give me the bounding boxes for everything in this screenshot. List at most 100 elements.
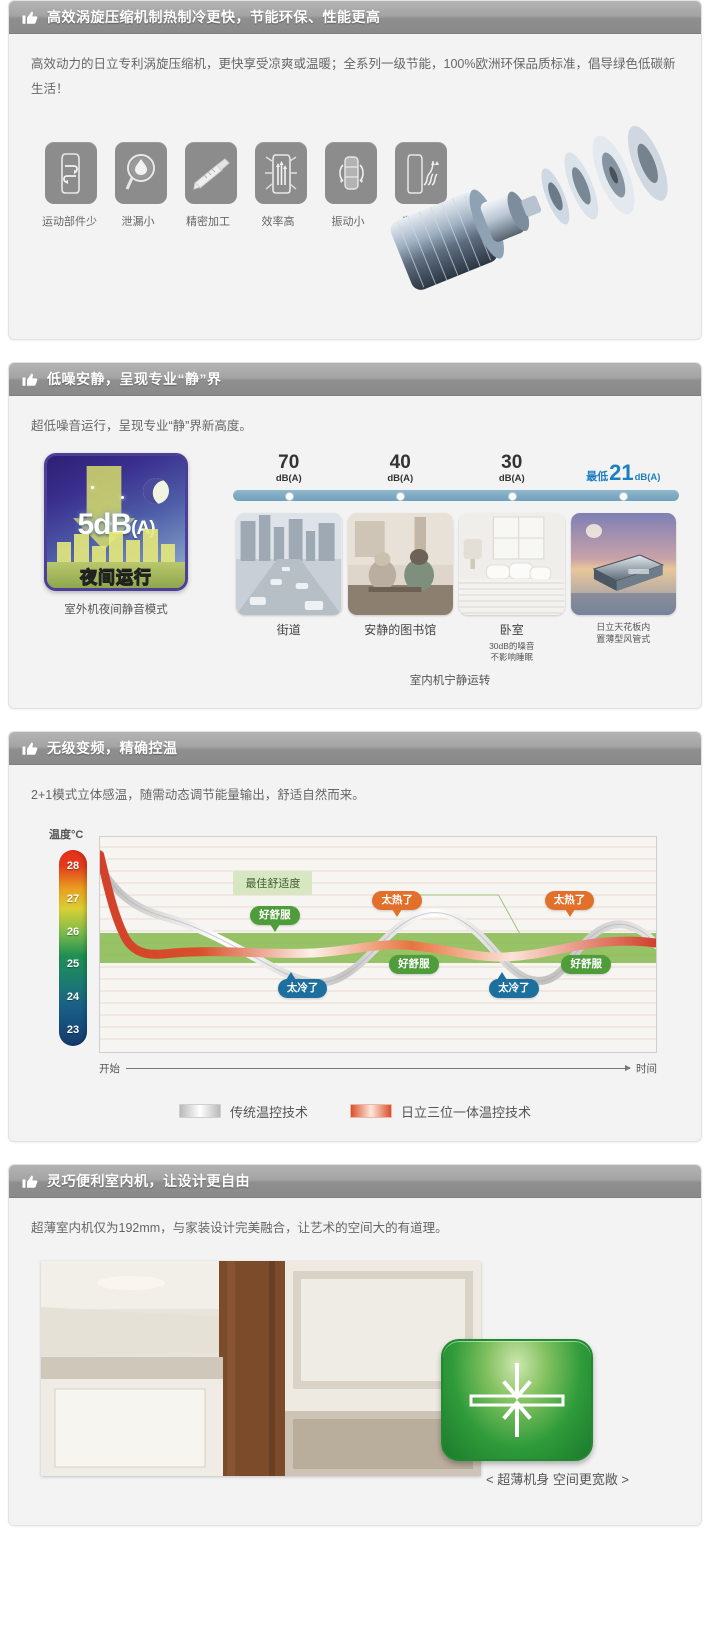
durability-icon <box>407 154 439 194</box>
indoor-noise-block: 70 dB(A) 40 dB(A) 30 dB(A) <box>221 453 679 688</box>
db-column-lowest: 最低 21 dB(A) <box>568 462 680 484</box>
db-value: 30 <box>501 452 523 473</box>
section-lead: 超薄室内机仅为192mm，与家装设计完美融合，让艺术的空间大的有道理。 <box>31 1220 448 1235</box>
section-header: 灵巧便利室内机，让设计更自由 <box>9 1164 701 1198</box>
section-lead: 2+1模式立体感温，随需动态调节能量输出，舒适自然而来。 <box>31 787 365 802</box>
moon-icon <box>138 473 174 509</box>
legend-label: 日立三位一体温控技术 <box>401 1104 532 1120</box>
section-title: 无级变频，精确控温 <box>47 739 178 756</box>
feature-label: 效率高 <box>261 216 295 228</box>
section-title: 高效涡旋压缩机制热制冷更快，节能环保、性能更高 <box>47 9 381 25</box>
scale-marker <box>396 492 406 501</box>
db-unit: dB(A) <box>498 473 525 484</box>
star-icon <box>109 522 112 525</box>
feature-tile <box>115 142 167 204</box>
compressor-showcase: 运动部件少 泄漏小 <box>31 114 679 319</box>
temperature-chart: 温度°C 28 27 26 25 24 23 <box>31 818 679 1075</box>
thumbs-up-icon <box>21 8 39 26</box>
thumbs-up-icon <box>21 1172 39 1190</box>
feature-item: 精密加工 <box>185 142 237 229</box>
feature-item: 效率高 <box>255 142 307 229</box>
noise-comparison: 5dB(A) 夜间运行 室外机夜间静音模式 70 <box>31 453 679 688</box>
noise-photo-row: 街道 <box>221 513 679 664</box>
rotating-scroll-icon <box>61 153 80 194</box>
feature-item: 泄漏小 <box>115 142 167 229</box>
y-tick: 24 <box>66 990 80 1003</box>
noise-photo-item: 卧室 30dB的噪音 不影响睡眠 <box>456 513 568 664</box>
caliper-icon <box>193 158 230 190</box>
db-value: 21 <box>609 460 634 485</box>
hitachi-ducted-unit-photo <box>570 513 676 615</box>
db-unit: dB(A) <box>634 472 661 483</box>
section-header: 低噪安静，呈现专业“静”界 <box>9 363 701 396</box>
noise-photo-caption: 日立天花板内 置薄型风管式 <box>596 622 651 645</box>
annotation-comfortable: 好舒服 <box>561 955 611 975</box>
feature-tile <box>185 142 237 204</box>
y-tick: 28 <box>66 860 80 873</box>
legend-swatch <box>350 1104 392 1119</box>
db-column: 40 dB(A) <box>345 453 457 484</box>
section-header: 高效涡旋压缩机制热制冷更快，节能环保、性能更高 <box>9 1 701 34</box>
annotation-too-cold: 太冷了 <box>489 971 539 998</box>
slim-showcase: < 超薄机身 空间更宽敞 > <box>31 1255 679 1505</box>
night-mode-badge: 5dB(A) 夜间运行 <box>44 453 188 591</box>
db-column: 30 dB(A) <box>456 453 568 484</box>
thumbs-up-icon <box>21 739 39 757</box>
noise-photo-caption: 街道 <box>276 623 301 637</box>
db-scale-bar <box>233 490 679 501</box>
section-body: 超低噪音运行，呈现专业“静”界新高度。 5dB(A) <box>9 396 701 708</box>
compress-height-icon <box>469 1362 565 1437</box>
noise-photo-caption: 安静的图书馆 <box>364 623 437 637</box>
city-street-photo <box>236 513 342 615</box>
noise-photo-item: 街道 <box>233 513 345 664</box>
section-body: 高效动力的日立专利涡旋压缩机，更快享受凉爽或温暖；全系列一级节能，100%欧洲环… <box>9 34 701 339</box>
section-compressor: 高效涡旋压缩机制热制冷更快，节能环保、性能更高 高效动力的日立专利涡旋压缩机，更… <box>8 0 702 340</box>
room-interior-photo <box>41 1260 481 1476</box>
section-header: 无级变频，精确控温 <box>9 731 701 765</box>
x-axis-line <box>126 1064 631 1071</box>
noise-photo-item: 安静的图书馆 <box>345 513 457 664</box>
feature-tile <box>45 142 97 204</box>
y-tick: 25 <box>66 958 80 971</box>
legend-label: 传统温控技术 <box>229 1104 308 1120</box>
scale-marker <box>507 492 517 501</box>
lowest-prefix: 最低 <box>586 471 609 483</box>
bedroom-photo <box>459 513 565 615</box>
legend-swatch <box>178 1104 221 1119</box>
section-lead: 高效动力的日立专利涡旋压缩机，更快享受凉爽或温暖；全系列一级节能，100%欧洲环… <box>31 57 676 96</box>
annotation-too-hot: 太热了 <box>372 890 422 917</box>
section-lead: 超低噪音运行，呈现专业“静”界新高度。 <box>31 419 252 433</box>
y-tick: 26 <box>66 925 80 938</box>
db-value: 70 <box>278 452 300 473</box>
section-body: 超薄室内机仅为192mm，与家装设计完美融合，让艺术的空间大的有道理。 <box>9 1198 701 1525</box>
annotation-comfortable: 好舒服 <box>389 955 439 975</box>
legend-item-traditional: 传统温控技术 <box>178 1102 308 1121</box>
section-title: 低噪安静，呈现专业“静”界 <box>47 371 222 387</box>
thumbs-up-icon <box>21 370 39 388</box>
db-unit: dB(A) <box>387 473 414 484</box>
library-photo <box>347 513 453 615</box>
annotation-too-hot: 太热了 <box>544 890 595 917</box>
noise-photo-caption: 卧室 <box>499 623 524 637</box>
series-hitachi <box>100 850 656 962</box>
feature-tile <box>395 142 447 204</box>
feature-tile <box>255 142 307 204</box>
noise-photo-subcaption: 30dB的噪音 不影响睡眠 <box>489 641 535 663</box>
scale-marker <box>284 492 294 501</box>
chart-plot-area: 最佳舒适度 好舒服 太冷了 太热了 好舒服 太冷了 太热了 好舒服 <box>99 835 657 1053</box>
star-icon <box>121 496 124 499</box>
section-body: 2+1模式立体感温，随需动态调节能量输出，舒适自然而来。 温度°C 28 27 … <box>9 765 701 1141</box>
db-scale-values: 70 dB(A) 40 dB(A) 30 dB(A) <box>221 453 679 484</box>
annotation-best-comfort: 最佳舒适度 <box>233 871 313 896</box>
product-feature-page: 高效涡旋压缩机制热制冷更快，节能环保、性能更高 高效动力的日立专利涡旋压缩机，更… <box>8 0 702 1526</box>
legend-item-hitachi: 日立三位一体温控技术 <box>350 1102 531 1121</box>
chart-x-axis: 开始 时间 <box>99 1061 657 1076</box>
vibration-icon <box>339 156 364 190</box>
feature-label: 精密加工 <box>186 216 230 228</box>
feature-label: 运动部件少 <box>42 216 97 228</box>
section-quiet: 低噪安静，呈现专业“静”界 超低噪音运行，呈现专业“静”界新高度。 5dB(A) <box>8 362 702 709</box>
feature-item: 运动部件少 <box>42 142 97 229</box>
scale-marker <box>619 492 629 501</box>
night-mode-strip: 夜间运行 <box>47 562 185 588</box>
chart-y-axis-label: 温度°C <box>49 828 84 841</box>
